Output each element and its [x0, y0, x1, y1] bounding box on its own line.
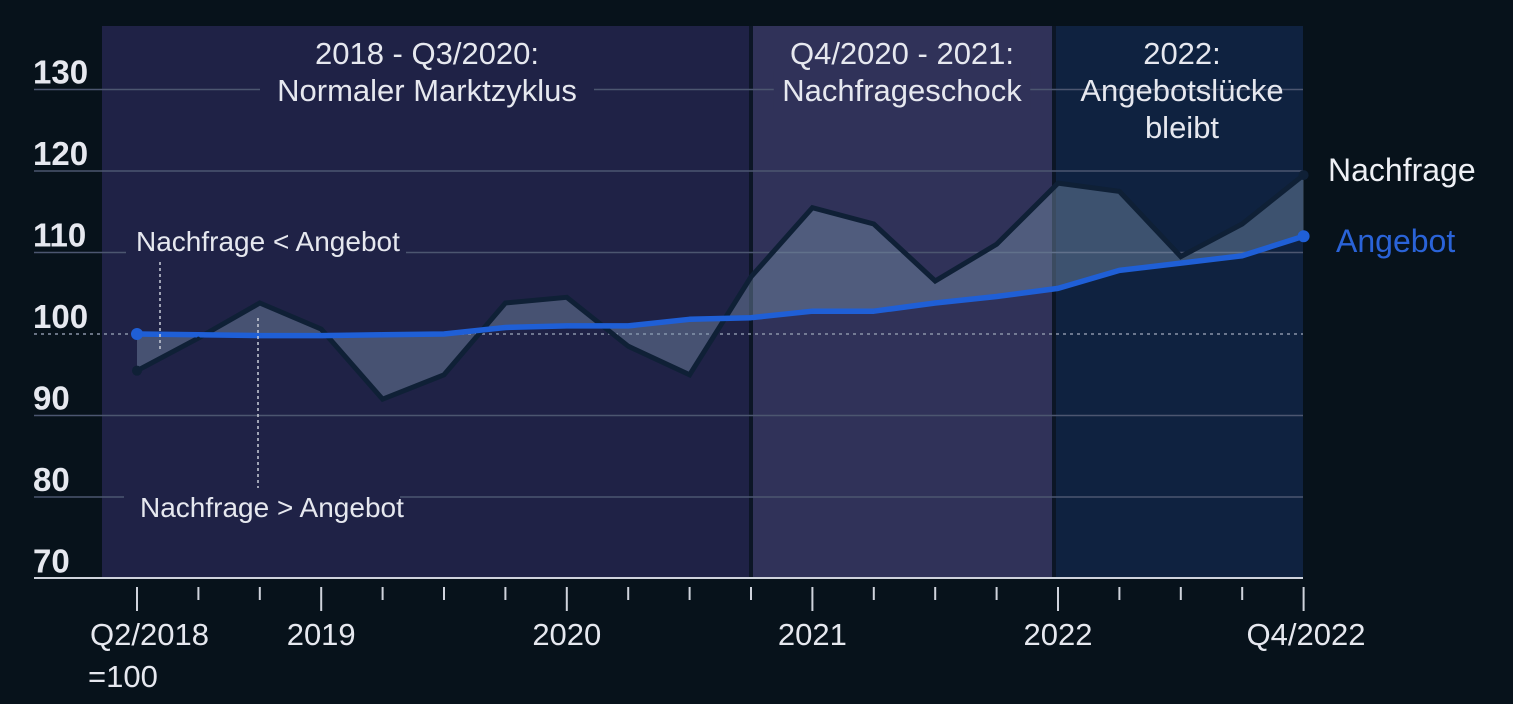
series-label-angebot: Angebot — [1336, 223, 1455, 259]
nachfrage-point — [1117, 189, 1121, 193]
x-tick-label: Q2/2018 — [90, 617, 209, 652]
nachfrage-point — [442, 373, 446, 377]
angebot-line — [136, 233, 1305, 339]
nachfrage-point — [196, 336, 200, 340]
angebot-point — [810, 309, 814, 313]
angebot-point — [626, 324, 630, 328]
angebot-point — [1056, 286, 1060, 290]
angebot-point — [1117, 268, 1121, 272]
angebot-point — [131, 328, 143, 340]
angebot-point — [872, 309, 876, 313]
phase-label-bg — [260, 71, 594, 111]
angebot-point — [1179, 261, 1183, 265]
nachfrage-point — [749, 275, 753, 279]
angebot-point — [258, 334, 262, 338]
angebot-point — [1297, 230, 1310, 243]
angebot-point — [933, 301, 937, 305]
nachfrage-point — [565, 295, 569, 299]
y-tick-label: 90 — [33, 380, 70, 417]
nachfrage-point — [872, 222, 876, 226]
phase-label: bleibt — [1145, 110, 1219, 145]
nachfrage-point — [258, 301, 262, 305]
angebot-point — [503, 325, 507, 329]
y-tick-label: 130 — [33, 54, 88, 91]
nachfrage-line — [135, 173, 1306, 403]
x-tick-label: 2019 — [287, 617, 356, 652]
nachfrage-point — [688, 373, 692, 377]
phase-label: Normaler Marktzyklus — [277, 73, 577, 108]
x-tick-label: 2020 — [532, 617, 601, 652]
nachfrage-point — [933, 279, 937, 283]
phase-band-3 — [1054, 26, 1303, 578]
angebot-point — [381, 333, 385, 337]
x-tick-label: 2021 — [778, 617, 847, 652]
phase-label: 2018 - Q3/2020: — [315, 36, 539, 71]
y-tick-label: 100 — [33, 298, 88, 335]
y-tick-label: 120 — [33, 135, 88, 172]
phase-label: 2022: — [1143, 36, 1221, 71]
angebot-point — [196, 333, 200, 337]
annotation-bg — [126, 222, 406, 260]
phase-label: Q4/2020 - 2021: — [790, 36, 1014, 71]
nachfrage-point — [995, 242, 999, 246]
angebot-point — [1240, 254, 1244, 258]
nachfrage-point — [810, 206, 814, 210]
x-tick-label: Q4/2022 — [1247, 617, 1366, 652]
nachfrage-point — [381, 397, 385, 401]
phase-label: Nachfrageschock — [782, 73, 1022, 108]
y-tick-label: 80 — [33, 461, 70, 498]
y-tick-label: 110 — [33, 217, 86, 254]
phase-label: Angebotslücke — [1080, 73, 1283, 108]
y-tick-label: 70 — [33, 543, 70, 580]
x-tick-label: =100 — [88, 659, 158, 694]
nachfrage-point — [1240, 222, 1244, 226]
angebot-point — [995, 295, 999, 299]
angebot-point — [442, 332, 446, 336]
x-tick-label: 2022 — [1024, 617, 1093, 652]
nachfrage-point — [319, 327, 323, 331]
nachfrage-point — [626, 344, 630, 348]
annotation-bg — [124, 486, 400, 524]
nachfrage-point — [1179, 255, 1183, 259]
series-label-nachfrage: Nachfrage — [1328, 152, 1476, 188]
phase-label-bg — [773, 71, 1031, 111]
annotation-label: Nachfrage > Angebot — [140, 492, 404, 523]
nachfrage-point — [1298, 170, 1309, 181]
nachfrage-point — [1056, 181, 1060, 185]
phase-band-2 — [751, 26, 1054, 578]
annotation-label: Nachfrage < Angebot — [136, 226, 400, 257]
nachfrage-point — [503, 301, 507, 305]
nachfrage-point — [132, 365, 142, 376]
angebot-point — [319, 334, 323, 338]
angebot-point — [749, 316, 753, 320]
angebot-point — [688, 317, 692, 321]
angebot-point — [565, 324, 569, 328]
